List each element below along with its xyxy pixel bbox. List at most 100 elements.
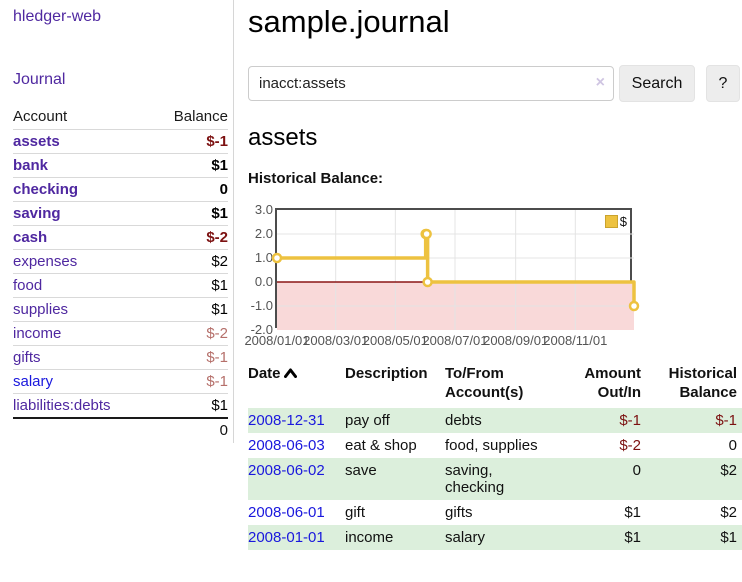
chart-title: Historical Balance: — [248, 170, 384, 187]
account-link[interactable]: gifts — [13, 349, 41, 366]
transaction-balance: $2 — [720, 504, 737, 521]
register-body: 2008-12-31 pay off debts $-1 $-1 2008-06… — [248, 408, 742, 550]
transaction-date-link[interactable]: 2008-01-01 — [248, 529, 325, 546]
account-balance: $1 — [211, 397, 228, 414]
register-row: 2008-06-01 gift gifts $1 $2 — [248, 500, 742, 525]
transaction-description: gift — [345, 504, 366, 521]
accounts-total-row: 0 — [13, 418, 228, 442]
accounts-body: assets $-1 bank $1 checking 0 saving $1 … — [13, 129, 228, 419]
account-link[interactable]: income — [13, 325, 62, 342]
balance-chart: 3.0 2.0 1.0 0.0 -1.0 -2.0 $ 2008/01/01 2008/03… — [244, 202, 742, 355]
account-link[interactable]: assets — [13, 133, 60, 150]
account-balance: 0 — [219, 181, 228, 198]
accounts-total-value: 0 — [219, 422, 228, 439]
transaction-amount: $1 — [624, 504, 641, 521]
transaction-date-link[interactable]: 2008-12-31 — [248, 412, 325, 429]
account-row: saving $1 — [13, 201, 228, 226]
y-axis-tick-label: -2.0 — [250, 322, 273, 337]
transaction-amount: $-1 — [619, 412, 641, 429]
account-balance: $-1 — [206, 373, 228, 390]
x-axis-tick-label: 2008/01/01 — [244, 333, 310, 348]
transaction-accounts: saving, checking — [445, 462, 505, 496]
transaction-accounts: salary — [445, 529, 486, 546]
account-row: expenses $2 — [13, 249, 228, 274]
account-link[interactable]: supplies — [13, 301, 69, 318]
column-header-balance[interactable]: Historical Balance — [668, 365, 737, 401]
transaction-amount: $1 — [624, 529, 641, 546]
account-balance: $-2 — [206, 229, 228, 246]
page-title: sample.journal — [248, 4, 450, 39]
account-balance: $-1 — [206, 133, 228, 150]
transaction-balance: $2 — [720, 462, 737, 479]
account-row: liabilities:debts $1 — [13, 393, 228, 419]
transaction-description: eat & shop — [345, 437, 417, 454]
x-axis-tick-label: 2008/07/01 — [422, 333, 488, 348]
account-balance: $-2 — [206, 325, 228, 342]
account-row: salary $-1 — [13, 369, 228, 394]
account-row: income $-2 — [13, 321, 228, 346]
register-row: 2008-01-01 income salary $1 $1 — [248, 525, 742, 550]
account-link[interactable]: saving — [13, 205, 61, 222]
help-button[interactable]: ? — [706, 65, 740, 102]
account-link[interactable]: bank — [13, 157, 49, 174]
legend-swatch-icon — [604, 215, 618, 228]
account-balance: $1 — [211, 277, 228, 294]
data-point-marker — [271, 252, 283, 264]
transaction-description: pay off — [345, 412, 390, 429]
transaction-date-link[interactable]: 2008-06-03 — [248, 437, 325, 454]
clear-search-icon[interactable]: × — [595, 74, 605, 91]
account-link[interactable]: expenses — [13, 253, 78, 270]
transaction-amount: 0 — [632, 462, 641, 479]
accounts-total-spacer — [13, 418, 121, 442]
accounts-header-balance: Balance — [173, 108, 228, 125]
sidebar: hledger-web Journal Account Balance asse… — [13, 0, 228, 442]
brand-link[interactable]: hledger-web — [13, 8, 102, 25]
account-link[interactable]: checking — [13, 181, 79, 198]
transaction-description: income — [345, 529, 394, 546]
y-axis-tick-label: 2.0 — [254, 226, 273, 241]
account-link[interactable]: cash — [13, 229, 48, 246]
transaction-date-link[interactable]: 2008-06-02 — [248, 462, 325, 479]
account-row: cash $-2 — [13, 225, 228, 250]
account-row: bank $1 — [13, 153, 228, 178]
transaction-accounts: gifts — [445, 504, 473, 521]
transaction-date-link[interactable]: 2008-06-01 — [248, 504, 325, 521]
search-button[interactable]: Search — [619, 65, 695, 102]
chart-plot-area: $ — [271, 208, 640, 330]
accounts-table: Account Balance assets $-1 bank $1 check… — [13, 105, 228, 442]
y-axis-tick-label: 0.0 — [254, 274, 273, 289]
column-header-description[interactable]: Description — [345, 365, 428, 382]
transaction-accounts: debts — [445, 412, 482, 429]
account-row: supplies $1 — [13, 297, 228, 322]
register-row: 2008-06-02 save saving, checking 0 $2 — [248, 458, 742, 500]
register-row: 2008-06-03 eat & shop food, supplies $-2… — [248, 433, 742, 458]
transaction-balance: 0 — [728, 437, 737, 454]
account-row: gifts $-1 — [13, 345, 228, 370]
data-point-marker — [422, 276, 433, 288]
register-header-row: Date Description To/From Account(s) Amou… — [248, 362, 742, 408]
column-header-date[interactable]: Date — [248, 362, 345, 408]
y-axis-tick-label: 1.0 — [254, 250, 273, 265]
column-header-accounts[interactable]: To/From Account(s) — [445, 365, 524, 401]
transaction-description: save — [345, 462, 377, 479]
search-input[interactable] — [248, 66, 614, 101]
transaction-amount: $-2 — [619, 437, 641, 454]
x-axis-tick-label: 2008/09/01 — [483, 333, 549, 348]
account-balance: $1 — [211, 301, 228, 318]
account-link[interactable]: salary — [13, 373, 54, 390]
main-content: sample.journal × Search ? assets Histori… — [244, 0, 742, 582]
account-link[interactable]: liabilities:debts — [13, 397, 111, 414]
account-balance: $2 — [211, 253, 228, 270]
column-header-amount[interactable]: Amount Out/In — [584, 365, 641, 401]
account-link[interactable]: food — [13, 277, 43, 294]
legend-label: $ — [619, 214, 627, 229]
transaction-accounts: food, supplies — [445, 437, 538, 454]
account-balance: $-1 — [206, 349, 228, 366]
transaction-balance: $-1 — [715, 412, 737, 429]
chart-legend: $ — [604, 214, 627, 229]
account-heading: assets — [248, 124, 318, 151]
nav-journal-link[interactable]: Journal — [13, 71, 66, 88]
account-row: assets $-1 — [13, 129, 228, 154]
register-table: Date Description To/From Account(s) Amou… — [248, 362, 742, 550]
